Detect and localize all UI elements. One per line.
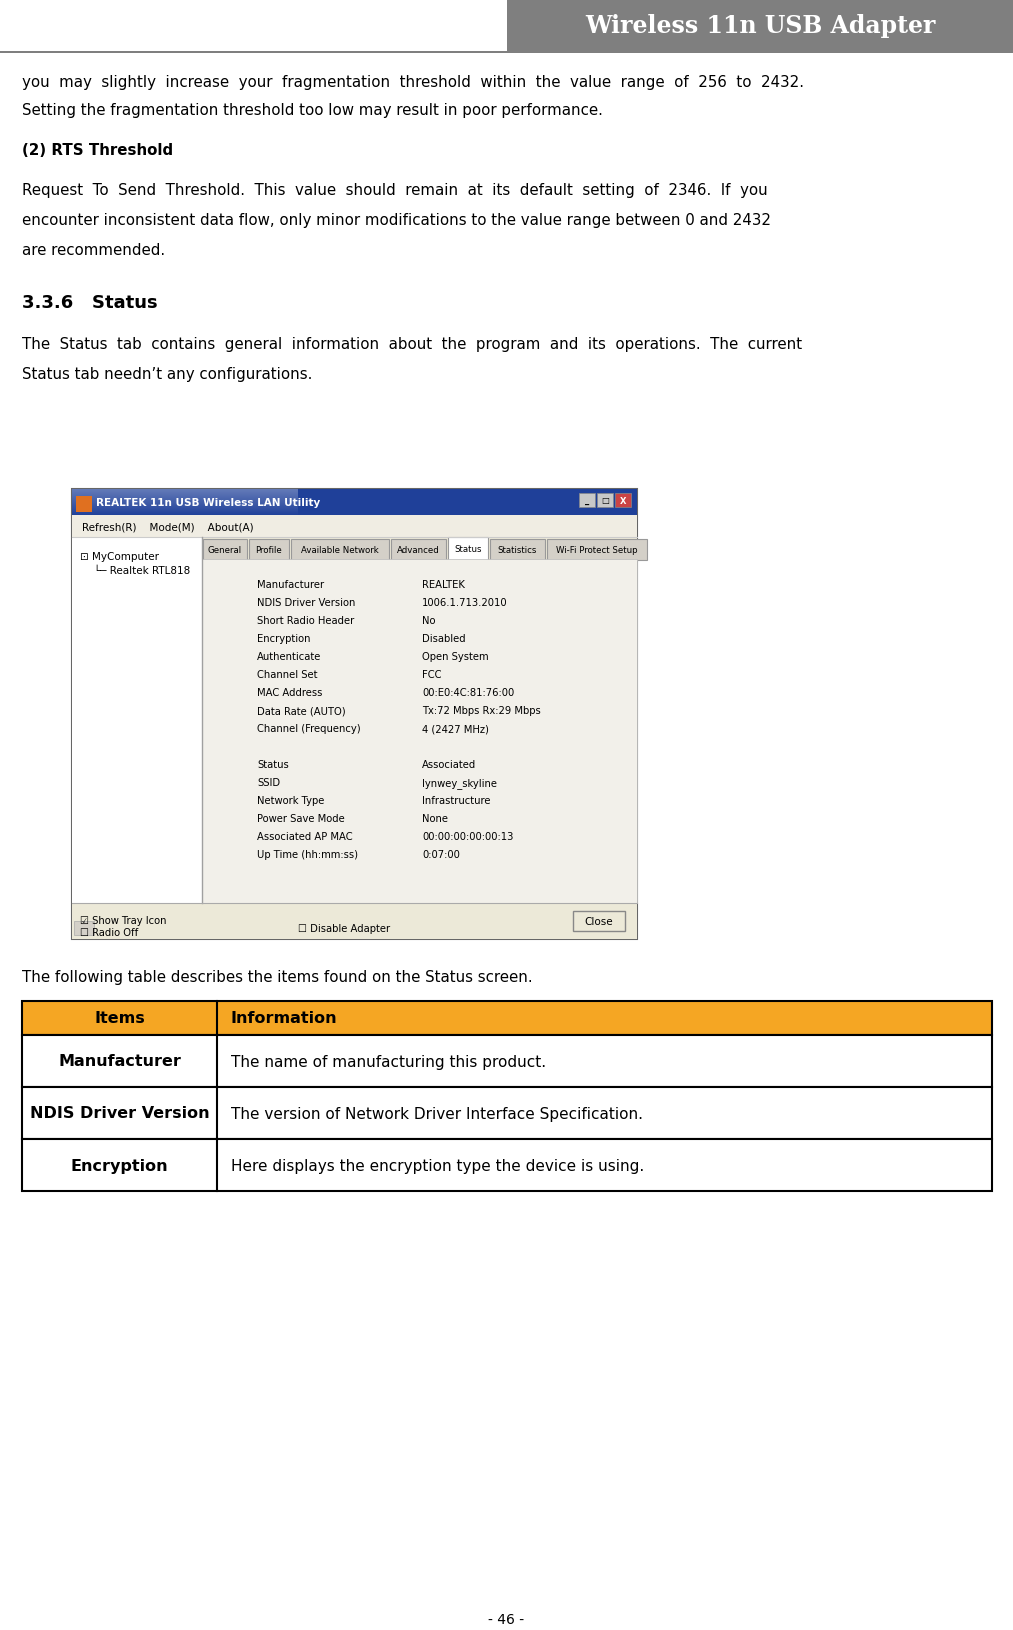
Bar xyxy=(74,921,94,936)
Bar xyxy=(72,489,637,515)
Text: Associated AP MAC: Associated AP MAC xyxy=(257,831,353,841)
Text: Tx:72 Mbps Rx:29 Mbps: Tx:72 Mbps Rx:29 Mbps xyxy=(422,706,541,716)
Text: MAC Address: MAC Address xyxy=(257,688,322,698)
Text: Associated: Associated xyxy=(422,760,476,769)
Bar xyxy=(573,911,625,931)
Text: Short Radio Header: Short Radio Header xyxy=(257,616,355,626)
Text: The  Status  tab  contains  general  information  about  the  program  and  its : The Status tab contains general informat… xyxy=(22,337,802,352)
Text: Manufacturer: Manufacturer xyxy=(257,580,324,590)
Bar xyxy=(22,1001,992,1035)
Text: ☑ Show Tray Icon: ☑ Show Tray Icon xyxy=(80,916,166,926)
Text: Infrastructure: Infrastructure xyxy=(422,795,490,805)
Text: Authenticate: Authenticate xyxy=(257,652,321,662)
Text: _: _ xyxy=(585,496,590,505)
Bar xyxy=(547,540,647,561)
Text: are recommended.: are recommended. xyxy=(22,243,165,258)
Text: Wireless 11n USB Adapter: Wireless 11n USB Adapter xyxy=(585,15,935,37)
Text: you  may  slightly  increase  your  fragmentation  threshold  within  the  value: you may slightly increase your fragmenta… xyxy=(22,75,804,90)
Bar xyxy=(391,540,446,561)
Text: Available Network: Available Network xyxy=(301,546,379,554)
Bar xyxy=(72,515,637,538)
Text: Manufacturer: Manufacturer xyxy=(58,1055,181,1069)
Bar xyxy=(506,0,1013,52)
Text: 3.3.6   Status: 3.3.6 Status xyxy=(22,293,158,311)
Text: General: General xyxy=(208,546,242,554)
Text: 4 (2427 MHz): 4 (2427 MHz) xyxy=(422,724,489,734)
Bar xyxy=(579,494,595,507)
Text: Setting the fragmentation threshold too low may result in poor performance.: Setting the fragmentation threshold too … xyxy=(22,103,603,117)
Text: Close: Close xyxy=(585,916,613,926)
Text: ☐ Radio Off: ☐ Radio Off xyxy=(80,927,138,937)
Bar xyxy=(72,903,637,939)
Text: Statistics: Statistics xyxy=(497,546,537,554)
Text: Encryption: Encryption xyxy=(71,1157,168,1172)
Text: No: No xyxy=(422,616,436,626)
Text: Refresh(R)    Mode(M)    About(A): Refresh(R) Mode(M) About(A) xyxy=(82,522,253,531)
Text: 0:07:00: 0:07:00 xyxy=(422,849,460,859)
Text: □: □ xyxy=(601,496,609,505)
Text: Status tab needn’t any configurations.: Status tab needn’t any configurations. xyxy=(22,367,312,381)
Text: Data Rate (AUTO): Data Rate (AUTO) xyxy=(257,706,345,716)
Text: NDIS Driver Version: NDIS Driver Version xyxy=(29,1105,210,1121)
Text: Encryption: Encryption xyxy=(257,634,311,644)
Text: Disabled: Disabled xyxy=(422,634,466,644)
Bar xyxy=(203,540,247,561)
Text: REALTEK: REALTEK xyxy=(422,580,465,590)
Text: encounter inconsistent data flow, only minor modifications to the value range be: encounter inconsistent data flow, only m… xyxy=(22,214,771,228)
Text: Here displays the encryption type the device is using.: Here displays the encryption type the de… xyxy=(231,1157,644,1172)
Text: Advanced: Advanced xyxy=(397,546,440,554)
Bar xyxy=(72,538,202,903)
Bar xyxy=(22,1035,992,1087)
Text: 00:00:00:00:00:13: 00:00:00:00:00:13 xyxy=(422,831,514,841)
Text: SSID: SSID xyxy=(257,778,281,787)
Text: - 46 -: - 46 - xyxy=(488,1612,525,1627)
Text: The version of Network Driver Interface Specification.: The version of Network Driver Interface … xyxy=(231,1105,643,1121)
Text: The following table describes the items found on the Status screen.: The following table describes the items … xyxy=(22,970,533,985)
Text: 1006.1.713.2010: 1006.1.713.2010 xyxy=(422,598,508,608)
Text: None: None xyxy=(422,813,448,823)
Text: Request  To  Send  Threshold.  This  value  should  remain  at  its  default  se: Request To Send Threshold. This value sh… xyxy=(22,183,768,197)
Text: Information: Information xyxy=(231,1011,337,1025)
Bar xyxy=(615,494,631,507)
Text: X: X xyxy=(620,496,626,505)
Text: Status: Status xyxy=(257,760,289,769)
Bar xyxy=(597,494,613,507)
Bar xyxy=(202,538,637,559)
Text: Wi-Fi Protect Setup: Wi-Fi Protect Setup xyxy=(556,546,638,554)
Text: Channel Set: Channel Set xyxy=(257,670,317,680)
Text: 00:E0:4C:81:76:00: 00:E0:4C:81:76:00 xyxy=(422,688,515,698)
Bar xyxy=(202,559,637,903)
Text: Up Time (hh:mm:ss): Up Time (hh:mm:ss) xyxy=(257,849,358,859)
Bar xyxy=(0,52,1013,54)
Text: Channel (Frequency): Channel (Frequency) xyxy=(257,724,361,734)
Text: The name of manufacturing this product.: The name of manufacturing this product. xyxy=(231,1055,546,1069)
Bar xyxy=(448,538,488,561)
Text: Items: Items xyxy=(94,1011,145,1025)
Bar xyxy=(22,1139,992,1192)
Text: (2) RTS Threshold: (2) RTS Threshold xyxy=(22,143,173,158)
Bar xyxy=(294,916,364,929)
Text: ⊡ MyComputer: ⊡ MyComputer xyxy=(80,551,159,562)
Bar xyxy=(72,489,637,939)
Bar xyxy=(291,540,389,561)
Bar xyxy=(249,540,289,561)
Bar xyxy=(490,540,545,561)
Text: └─ Realtek RTL818: └─ Realtek RTL818 xyxy=(94,566,190,575)
Bar xyxy=(22,1087,992,1139)
Text: REALTEK 11n USB Wireless LAN Utility: REALTEK 11n USB Wireless LAN Utility xyxy=(96,497,320,507)
Text: Profile: Profile xyxy=(255,546,283,554)
Text: Open System: Open System xyxy=(422,652,488,662)
Text: Status: Status xyxy=(454,544,482,554)
Text: NDIS Driver Version: NDIS Driver Version xyxy=(257,598,356,608)
Text: FCC: FCC xyxy=(422,670,442,680)
Text: Power Save Mode: Power Save Mode xyxy=(257,813,344,823)
Text: ☐ Disable Adapter: ☐ Disable Adapter xyxy=(298,924,390,934)
Bar xyxy=(76,497,92,513)
Text: Network Type: Network Type xyxy=(257,795,324,805)
Text: lynwey_skyline: lynwey_skyline xyxy=(422,778,497,789)
